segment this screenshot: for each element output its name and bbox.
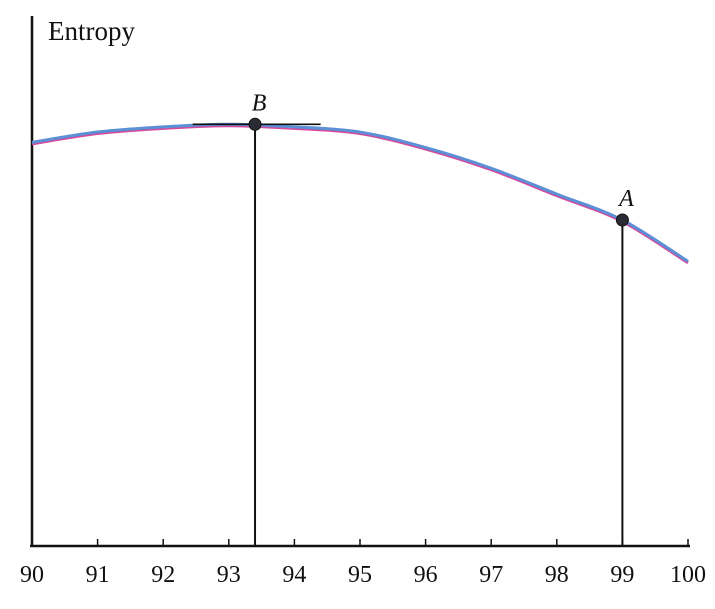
point-label-b: B [252,90,267,116]
entropy-curve-shadow [31,124,689,265]
entropy-curve [31,122,689,263]
x-tick-label: 92 [151,562,175,588]
point-markers: BA [192,90,634,546]
y-axis-title: Entropy [48,16,135,46]
x-tick-label: 95 [348,562,372,588]
point-a [615,213,629,227]
axes [30,16,690,548]
x-tick-label: 94 [282,562,306,588]
curve-layer [31,122,689,265]
x-tick-label: 93 [217,562,241,588]
x-tick-label: 97 [479,562,503,588]
point-b [248,117,262,131]
x-tick-label: 99 [610,562,634,588]
x-tick-label: 98 [545,562,569,588]
point-label-a: A [617,186,634,212]
x-tick-label: 91 [86,562,110,588]
x-tick-label: 96 [414,562,438,588]
x-tick-label: 100 [670,562,706,588]
x-axis-ticks: 90 91 92 93 94 95 96 97 98 99 100 [20,539,706,588]
x-tick-label: 90 [20,562,44,588]
